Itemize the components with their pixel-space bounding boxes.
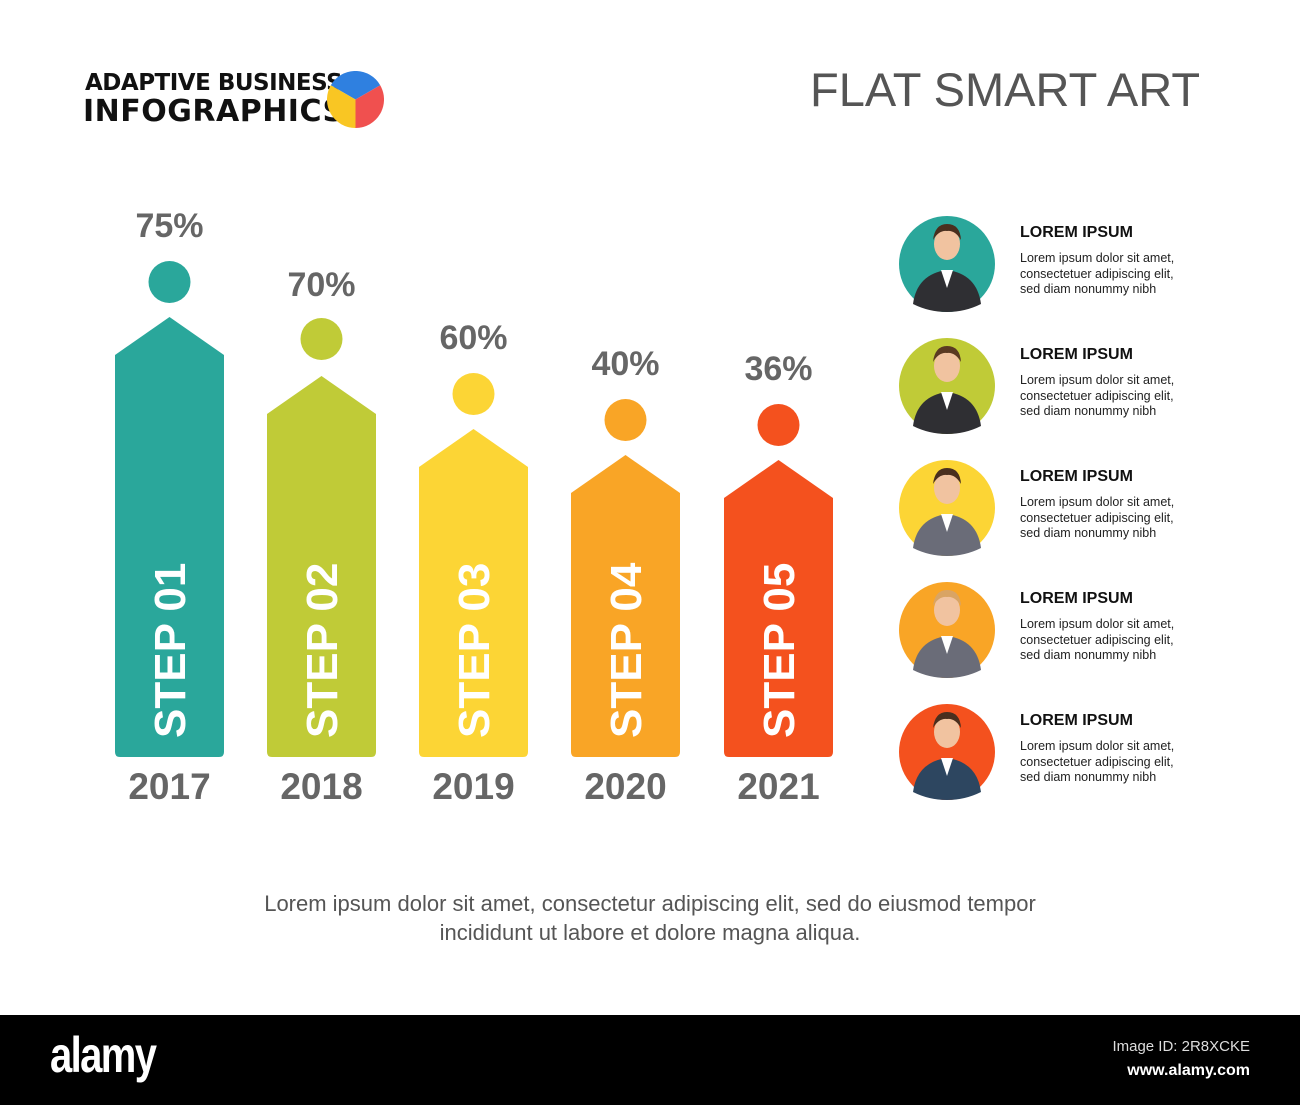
person-heading: LOREM IPSUM (1020, 712, 1133, 729)
value-dot (300, 318, 343, 360)
value-dot (604, 399, 647, 441)
person-heading: LOREM IPSUM (1020, 590, 1133, 607)
person-description: Lorem ipsum dolor sit amet, consectetuer… (1020, 373, 1200, 420)
caption: Lorem ipsum dolor sit amet, consectetur … (150, 889, 1150, 947)
description-line: Lorem ipsum dolor sit amet, (1020, 251, 1175, 265)
pie-logo-icon (327, 71, 384, 128)
description-line: sed diam nonummy nibh (1020, 770, 1157, 784)
brand-logo: alamy (50, 1027, 157, 1083)
description-line: consectetuer adipiscing elit, (1020, 266, 1174, 281)
description-line: sed diam nonummy nibh (1020, 404, 1157, 418)
bar-chart (115, 261, 833, 757)
description-line: Lorem ipsum dolor sit amet, (1020, 373, 1175, 387)
person-heading: LOREM IPSUM (1020, 346, 1133, 363)
x-tick-label: 2019 (432, 766, 515, 807)
description-line: Lorem ipsum dolor sit amet, (1020, 739, 1175, 753)
value-label: 70% (287, 266, 356, 304)
description-line: consectetuer adipiscing elit, (1020, 632, 1174, 647)
person-description: Lorem ipsum dolor sit amet, consectetuer… (1020, 617, 1200, 664)
bar (115, 317, 224, 757)
bar (571, 455, 680, 757)
x-tick-label: 2020 (584, 766, 667, 807)
value-label: 40% (591, 345, 660, 383)
person-avatar (899, 338, 995, 434)
description-line: consectetuer adipiscing elit, (1020, 388, 1174, 403)
description-line: consectetuer adipiscing elit, (1020, 754, 1174, 769)
person-avatar (899, 460, 995, 556)
person-heading: LOREM IPSUM (1020, 468, 1133, 485)
step-label: STEP 01 (145, 562, 195, 738)
value-label: 60% (439, 319, 508, 357)
description-line: sed diam nonummy nibh (1020, 282, 1157, 296)
x-tick-label: 2021 (737, 766, 820, 807)
description-line: Lorem ipsum dolor sit amet, (1020, 495, 1175, 509)
value-label: 75% (135, 207, 204, 245)
logo-line1: ADAPTIVE BUSINESS (85, 70, 343, 96)
caption-line: incididunt ut labore et dolore magna ali… (439, 920, 861, 945)
x-tick-label: 2018 (280, 766, 363, 807)
person-avatar (899, 704, 995, 800)
person-avatar (899, 582, 995, 678)
step-label: STEP 03 (449, 562, 499, 738)
caption-line: Lorem ipsum dolor sit amet, consectetur … (264, 891, 1036, 916)
bar (724, 460, 833, 757)
bar (267, 376, 376, 757)
person-avatar (899, 216, 995, 312)
step-label: STEP 05 (754, 562, 804, 738)
description-line: sed diam nonummy nibh (1020, 526, 1157, 540)
site-url: www.alamy.com (1127, 1062, 1250, 1079)
logo-line2: INFOGRAPHICS (83, 94, 345, 129)
value-dot (452, 373, 495, 415)
bar (419, 429, 528, 757)
person-description: Lorem ipsum dolor sit amet, consectetuer… (1020, 251, 1200, 298)
x-tick-label: 2017 (128, 766, 211, 807)
footer-bar (0, 1015, 1300, 1105)
value-label: 36% (744, 350, 813, 388)
description-line: sed diam nonummy nibh (1020, 648, 1157, 662)
step-label: STEP 02 (297, 562, 347, 738)
page-title: FLAT SMART ART (810, 63, 1201, 116)
step-label: STEP 04 (601, 562, 651, 738)
value-dot (757, 404, 800, 446)
person-description: Lorem ipsum dolor sit amet, consectetuer… (1020, 739, 1200, 786)
value-dot (148, 261, 191, 303)
image-id: Image ID: 2R8XCKE (1112, 1038, 1250, 1055)
person-heading: LOREM IPSUM (1020, 224, 1133, 241)
description-line: consectetuer adipiscing elit, (1020, 510, 1174, 525)
description-line: Lorem ipsum dolor sit amet, (1020, 617, 1175, 631)
person-description: Lorem ipsum dolor sit amet, consectetuer… (1020, 495, 1200, 542)
